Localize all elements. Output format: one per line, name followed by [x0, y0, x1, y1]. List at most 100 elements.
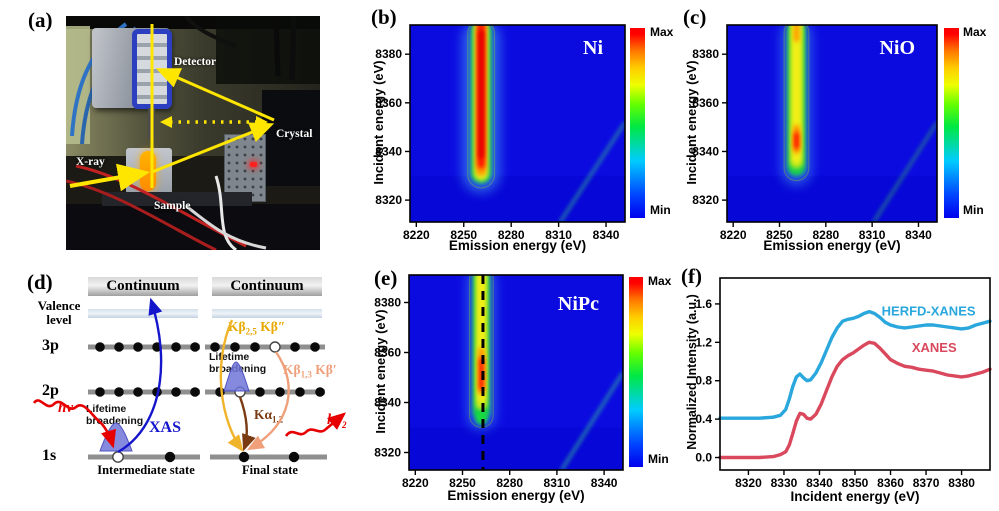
x-tick-label: 8340	[593, 228, 620, 242]
x-tick-label: 8280	[812, 228, 839, 242]
y-tick-label: 8320	[692, 193, 719, 207]
c-colorbar	[944, 28, 959, 218]
valence-band-right	[212, 309, 322, 318]
continuum-bar-right: Continuum	[212, 277, 322, 296]
panel-e-label: (e)	[374, 266, 398, 290]
b-heatmap-canvas: 8220 8250 8280 8310 8340 8320 8340 8360 8380	[375, 24, 626, 242]
c-x-axis-label: Emission energy (eV)	[763, 238, 901, 253]
y-tick-label: 0.8	[695, 374, 712, 388]
x-tick-label: 8250	[450, 228, 477, 242]
c-colorbar-max: Max	[963, 25, 987, 39]
c-heatmap-canvas: 8220 8250 8280 8310 8340 8320 8340 8360 8380	[692, 24, 938, 242]
setup-photo: Detector Crystal X-ray Sample	[66, 16, 320, 250]
x-tick-label: 8310	[545, 228, 572, 242]
c-colorbar-min: Min	[963, 203, 984, 217]
stage-platform	[102, 192, 252, 206]
x-tick-label: 8220	[403, 228, 430, 242]
y-tick-label: 8360	[692, 96, 719, 110]
b-colorbar-min: Min	[650, 203, 671, 217]
e-x-axis-label: Emission energy (eV)	[447, 488, 585, 503]
incident-xray-beam	[69, 163, 150, 192]
y-tick-label: 0.0	[695, 451, 712, 465]
x-tick-label: 8280	[496, 476, 523, 490]
f-x-axis-label: Incident energy (eV)	[790, 489, 920, 504]
sample-label: Sample	[154, 200, 191, 212]
y-tick-label: 8340	[375, 144, 402, 158]
x-tick-label: 8220	[402, 476, 429, 490]
xanes-chart-canvas: HERFD-XANES XANES 8320 8330 8340 8350 8360 8370…	[695, 277, 992, 490]
e-heatmap-canvas: 8220 8250 8280 8310 8340 8320 8340 8360 8380	[374, 274, 624, 490]
ka12-label: Kα1,2	[254, 407, 284, 425]
intermediate-state-label: Intermediate state	[97, 463, 195, 477]
xas-label: XAS	[149, 419, 182, 436]
level-2p-label: 2p	[42, 382, 59, 399]
x-tick-label: 8330	[771, 476, 798, 490]
series-label: XANES	[912, 340, 957, 355]
y-tick-label: 8340	[692, 144, 719, 158]
beam-path	[69, 24, 275, 192]
x-tick-label: 8310	[859, 228, 886, 242]
energy-level-diagram	[32, 297, 346, 463]
y-tick-label: 0.4	[695, 412, 712, 426]
level-3p-label: 3p	[42, 337, 59, 354]
valence-level-label: Valence level	[37, 298, 81, 327]
panel-d-label: (d)	[27, 270, 53, 294]
xray-label: X-ray	[76, 156, 105, 168]
kb13-arrow	[246, 351, 290, 451]
x-tick-label: 8340	[806, 476, 833, 490]
lifetime-gaussian-right	[223, 361, 250, 392]
e-colorbar-min: Min	[648, 452, 669, 466]
x-tick-label: 8250	[766, 228, 793, 242]
x-tick-label: 8380	[948, 476, 975, 490]
level-1s-label: 1s	[42, 447, 57, 464]
x-tick-label: 8340	[905, 228, 932, 242]
series-HERFD-XANES	[718, 309, 992, 420]
y-tick-label: 8320	[374, 446, 401, 460]
lifetime-broadening-left: Lifetime broadening	[86, 403, 144, 427]
crystal-to-detector-beam	[155, 68, 275, 122]
front-cables-layer	[66, 164, 267, 250]
y-tick-label: 8320	[375, 193, 402, 207]
x-tick-label: 8220	[720, 228, 747, 242]
series-XANES	[718, 340, 992, 460]
x-tick-label: 8250	[449, 476, 476, 490]
ni-title: Ni	[583, 37, 603, 59]
y-tick-label: 1.6	[695, 297, 712, 311]
xanes-plot: HERFD-XANES XANES 8320 8330 8340 8350 8360 8370…	[695, 277, 992, 490]
y-tick-label: 8360	[374, 346, 401, 360]
y-tick-label: 8380	[375, 47, 402, 61]
incident-photon-arrow	[32, 399, 116, 449]
kb25-arrow	[219, 319, 244, 452]
panel-b-label: (b)	[371, 5, 397, 29]
emitted-photon-arrow	[284, 412, 346, 437]
b-colorbar-max: Max	[650, 25, 674, 39]
rixs-map-nipc: NiPc 8220 8250 8280 8310 8340 8320 8340 8360 838…	[374, 274, 624, 490]
x-tick-label: 8360	[877, 476, 904, 490]
ka12-arrow	[238, 396, 256, 452]
y-tick-label: 8340	[374, 396, 401, 410]
rixs-map-ni: Ni 8220 8250 8280 8310 8340 8320 8340 8360 8380	[375, 24, 626, 242]
nio-title: NiO	[879, 37, 915, 59]
detector-label: Detector	[174, 56, 217, 68]
panel-c-label: (c)	[683, 5, 707, 29]
sample-to-crystal-beam	[151, 122, 275, 174]
perforated-panel	[224, 134, 266, 202]
valence-band-left	[88, 309, 198, 318]
y-tick-label: 8360	[375, 96, 402, 110]
y-tick-label: 8380	[692, 47, 719, 61]
red-led	[250, 162, 257, 167]
final-state-label: Final state	[242, 463, 298, 477]
b-colorbar	[630, 28, 645, 218]
x-tick-label: 8350	[842, 476, 869, 490]
crystal-label: Crystal	[276, 128, 313, 140]
nipc-title: NiPc	[557, 293, 599, 315]
panel-a-label: (a)	[28, 8, 53, 32]
continuum-bar-left: Continuum	[88, 277, 198, 296]
y-tick-label: 8380	[374, 296, 401, 310]
b-x-axis-label: Emission energy (eV)	[448, 238, 587, 253]
x-tick-label: 8320	[735, 476, 762, 490]
rixs-map-nio: NiO 8220 8250 8280 8310 8340 8320 8340 8360 8380	[692, 24, 938, 242]
series-label: HERFD-XANES	[882, 303, 976, 318]
x-tick-label: 8370	[913, 476, 940, 490]
